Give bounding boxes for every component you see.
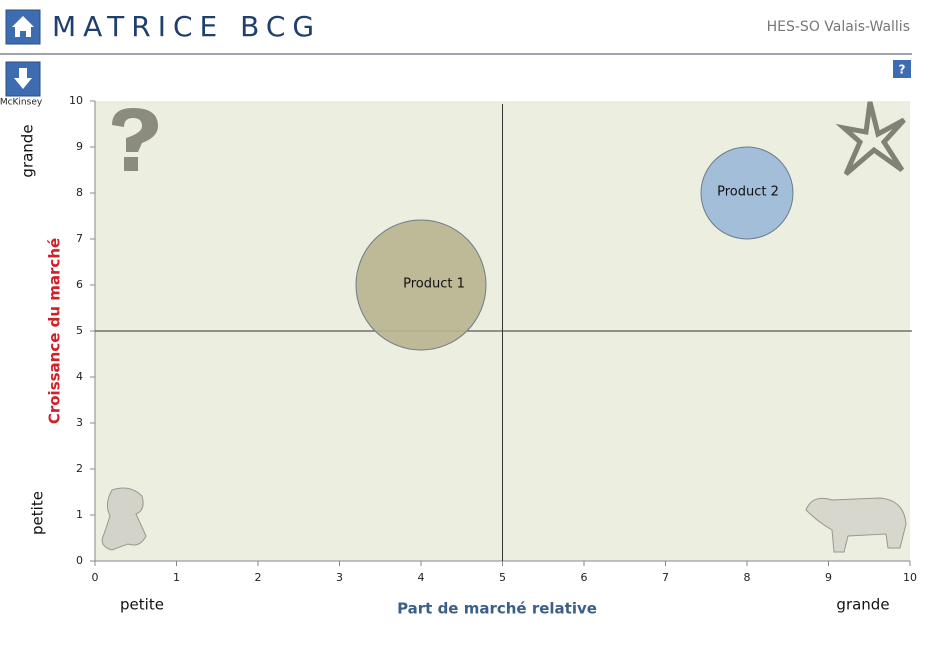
quadrant-icons	[101, 101, 907, 553]
help-text[interactable]: ?	[899, 63, 906, 77]
x-tick-label: 6	[581, 571, 588, 584]
x-end-label: grande	[836, 596, 889, 614]
question-icon	[112, 108, 158, 171]
y-tick-label: 1	[76, 508, 83, 521]
dog-icon	[101, 487, 147, 551]
y-tick-label: 5	[76, 324, 83, 337]
home-button[interactable]	[5, 9, 41, 45]
x-tick-label: 0	[92, 571, 99, 584]
nav-label[interactable]: McKinsey	[0, 98, 43, 108]
x-tick-label: 1	[173, 571, 180, 584]
chart: 0 1 2 3 4 5 6 7 8 9 10 0 1 2 3 4 5 6 7 8 9 10 Product 1 Product…	[19, 94, 918, 618]
x-tick-label: 4	[418, 571, 425, 584]
y-end-label: petite	[29, 491, 47, 535]
bubble	[700, 146, 794, 240]
y-tick-label: 7	[76, 232, 83, 245]
bubble-label: Product 2	[717, 185, 779, 200]
x-tick-label: 9	[825, 571, 832, 584]
x-axis-title: Part de marché relative	[397, 600, 597, 618]
cow-icon	[805, 497, 907, 553]
x-tick-label: 3	[336, 571, 343, 584]
y-tick-label: 0	[76, 554, 83, 567]
y-tick-label: 6	[76, 278, 83, 291]
y-axis-title: Croissance du marché	[46, 238, 64, 424]
x-tick-label: 5	[499, 571, 506, 584]
x-end-label: petite	[120, 596, 164, 614]
x-tick-label: 8	[744, 571, 751, 584]
star-icon	[835, 101, 906, 176]
x-tick-label: 2	[255, 571, 262, 584]
y-tick-label: 9	[76, 140, 83, 153]
app-title: MATRICE BCG	[52, 10, 321, 43]
y-tick-label: 4	[76, 370, 83, 383]
x-tick-label: 10	[903, 571, 917, 584]
x-tick-label: 7	[662, 571, 669, 584]
mckinsey-button[interactable]: McKinsey	[0, 61, 43, 108]
bubble	[355, 219, 487, 351]
help-button[interactable]: ?	[893, 60, 911, 78]
y-tick-label: 8	[76, 186, 83, 199]
y-tick-label: 3	[76, 416, 83, 429]
y-tick-label: 10	[69, 94, 83, 107]
y-tick-label: 2	[76, 462, 83, 475]
y-end-label: grande	[19, 124, 37, 177]
bubble-label: Product 1	[403, 277, 465, 292]
org-name: HES-SO Valais-Wallis	[767, 19, 910, 35]
